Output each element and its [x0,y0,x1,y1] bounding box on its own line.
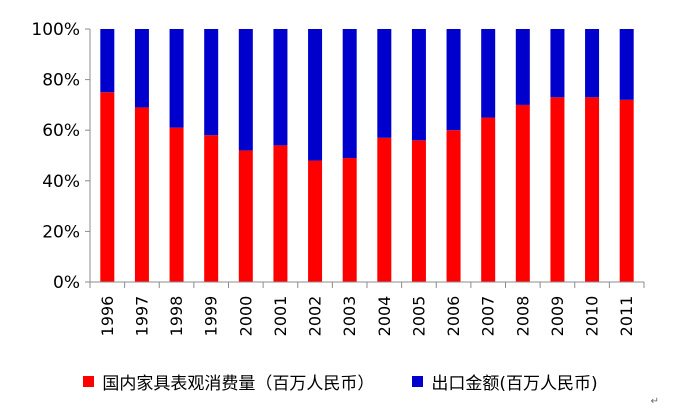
bar-domestic-2011 [619,99,634,282]
bar-export-2001 [273,29,288,146]
bar-domestic-2006 [446,130,461,282]
bar-domestic-2010 [585,97,600,282]
bar-export-1996 [100,29,115,93]
bar-domestic-2007 [481,117,496,282]
return-mark: ↵ [650,396,659,407]
bar-export-1999 [204,29,219,136]
x-tick-label: 2001 [271,296,290,337]
legend-item-domestic: 国内家具表观消费量（百万人民币） [83,369,374,394]
axes-group: 0% 20% 40% 60% 80% 100% 1996 1997 1998 1999 2000 20… [31,20,645,337]
bar-export-2009 [550,29,565,98]
x-tick-label: 2004 [375,296,394,337]
bar-domestic-2009 [550,97,565,282]
bar-domestic-1998 [169,127,184,282]
legend-label-domestic: 国内家具表观消费量（百万人民币） [102,373,375,394]
x-tick-label: 2002 [306,296,325,337]
x-tick-label: 1996 [98,296,117,337]
bar-export-1998 [169,29,184,128]
bar-export-2006 [446,29,461,131]
bar-domestic-2001 [273,145,288,282]
bar-export-2002 [308,29,323,161]
y-tick-label: 20% [42,222,80,242]
y-tick-label: 60% [42,121,80,141]
bars-group [100,29,634,283]
bar-domestic-2005 [411,140,426,282]
y-tick-label: 100% [31,20,80,40]
bar-domestic-2004 [377,137,392,282]
x-tick-label: 2011 [617,296,636,337]
legend-item-export: 出口金额(百万人民币) [412,369,598,394]
bar-domestic-2000 [238,150,253,282]
bar-domestic-2003 [342,158,357,282]
x-tick-label: 1999 [202,296,221,337]
bar-export-2011 [619,29,634,100]
bar-export-2004 [377,29,392,138]
legend-swatch-blue [412,375,424,387]
x-tick-label: 1998 [167,296,186,337]
x-tick-label: 2009 [548,296,567,337]
bar-domestic-1999 [204,135,219,282]
bar-export-2008 [515,29,530,105]
x-tick-label: 2007 [479,296,498,337]
bar-export-2003 [342,29,357,159]
x-tick-label: 2000 [236,296,255,337]
x-tick-label: 2005 [409,296,428,337]
bar-domestic-1996 [100,92,115,282]
bar-export-2010 [585,29,600,98]
x-tick-label: 1997 [132,296,151,337]
bar-domestic-2008 [515,104,530,283]
x-tick-label: 2003 [340,296,359,337]
bar-export-2000 [238,29,253,151]
x-tick-label: 2006 [444,296,463,337]
legend-swatch-red [83,375,95,387]
legend-label-export: 出口金额(百万人民币) [431,373,598,394]
x-tick-label: 2010 [583,296,602,337]
bar-export-2005 [411,29,426,141]
bar-export-1997 [134,29,149,108]
x-tick-label: 2008 [513,296,532,337]
y-tick-label: 80% [42,71,80,91]
bar-domestic-1997 [134,107,149,283]
legend: 国内家具表观消费量（百万人民币） 出口金额(百万人民币) [0,366,681,396]
y-tick-label: 0% [53,273,80,293]
y-tick-label: 40% [42,172,80,192]
bar-domestic-2002 [308,160,323,282]
bar-export-2007 [481,29,496,118]
